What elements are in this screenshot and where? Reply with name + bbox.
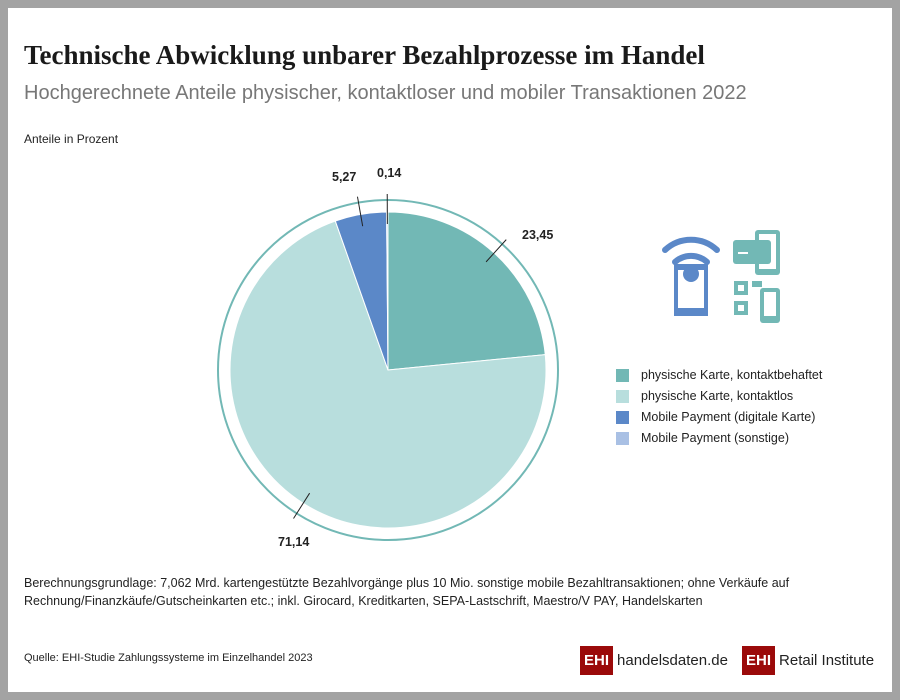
legend-swatch: [616, 410, 629, 424]
legend-label: Mobile Payment (sonstige): [641, 431, 789, 445]
chart-title: Technische Abwicklung unbarer Bezahlproz…: [24, 40, 705, 70]
payment-icons: [662, 230, 780, 323]
legend-swatch: [616, 389, 629, 403]
logo-handelsdaten[interactable]: EHI handelsdaten.de: [580, 646, 728, 675]
leader-line-1: [293, 492, 311, 519]
label-0: 23,45: [522, 228, 554, 242]
calculation-note: Berechnungsgrundlage: 7,062 Mrd. karteng…: [24, 576, 790, 608]
nfc-phone-icon: [662, 236, 720, 265]
pie-ring: [217, 199, 559, 541]
legend-item: Mobile Payment (sonstige): [616, 431, 789, 445]
legend-item: physische Karte, kontaktlos: [616, 389, 793, 403]
leader-line-0: [485, 239, 507, 263]
source: Quelle: EHI-Studie Zahlungssysteme im Ei…: [24, 652, 313, 664]
legend-label: physische Karte, kontaktlos: [641, 389, 794, 403]
label-3: 0,14: [377, 166, 402, 180]
unit-label: Anteile in Prozent: [24, 132, 119, 146]
leader-line-2: [356, 196, 364, 227]
label-1: 71,14: [278, 535, 310, 549]
chart-subtitle: Hochgerechnete Anteile physischer, konta…: [24, 82, 747, 104]
qr-phone-icon: [734, 281, 780, 323]
legend-label: Mobile Payment (digitale Karte): [641, 410, 816, 424]
legend-swatch: [616, 431, 629, 445]
logo-retail-institute[interactable]: EHI Retail Institute: [742, 646, 874, 675]
legend-swatch: [616, 368, 629, 382]
legend-item: Mobile Payment (digitale Karte): [616, 410, 815, 424]
legend-item: physische Karte, kontaktbehaftet: [616, 368, 822, 382]
card-phone-icon: [733, 230, 780, 275]
label-2: 5,27: [332, 170, 357, 184]
legend-label: physische Karte, kontaktbehaftet: [641, 368, 823, 382]
